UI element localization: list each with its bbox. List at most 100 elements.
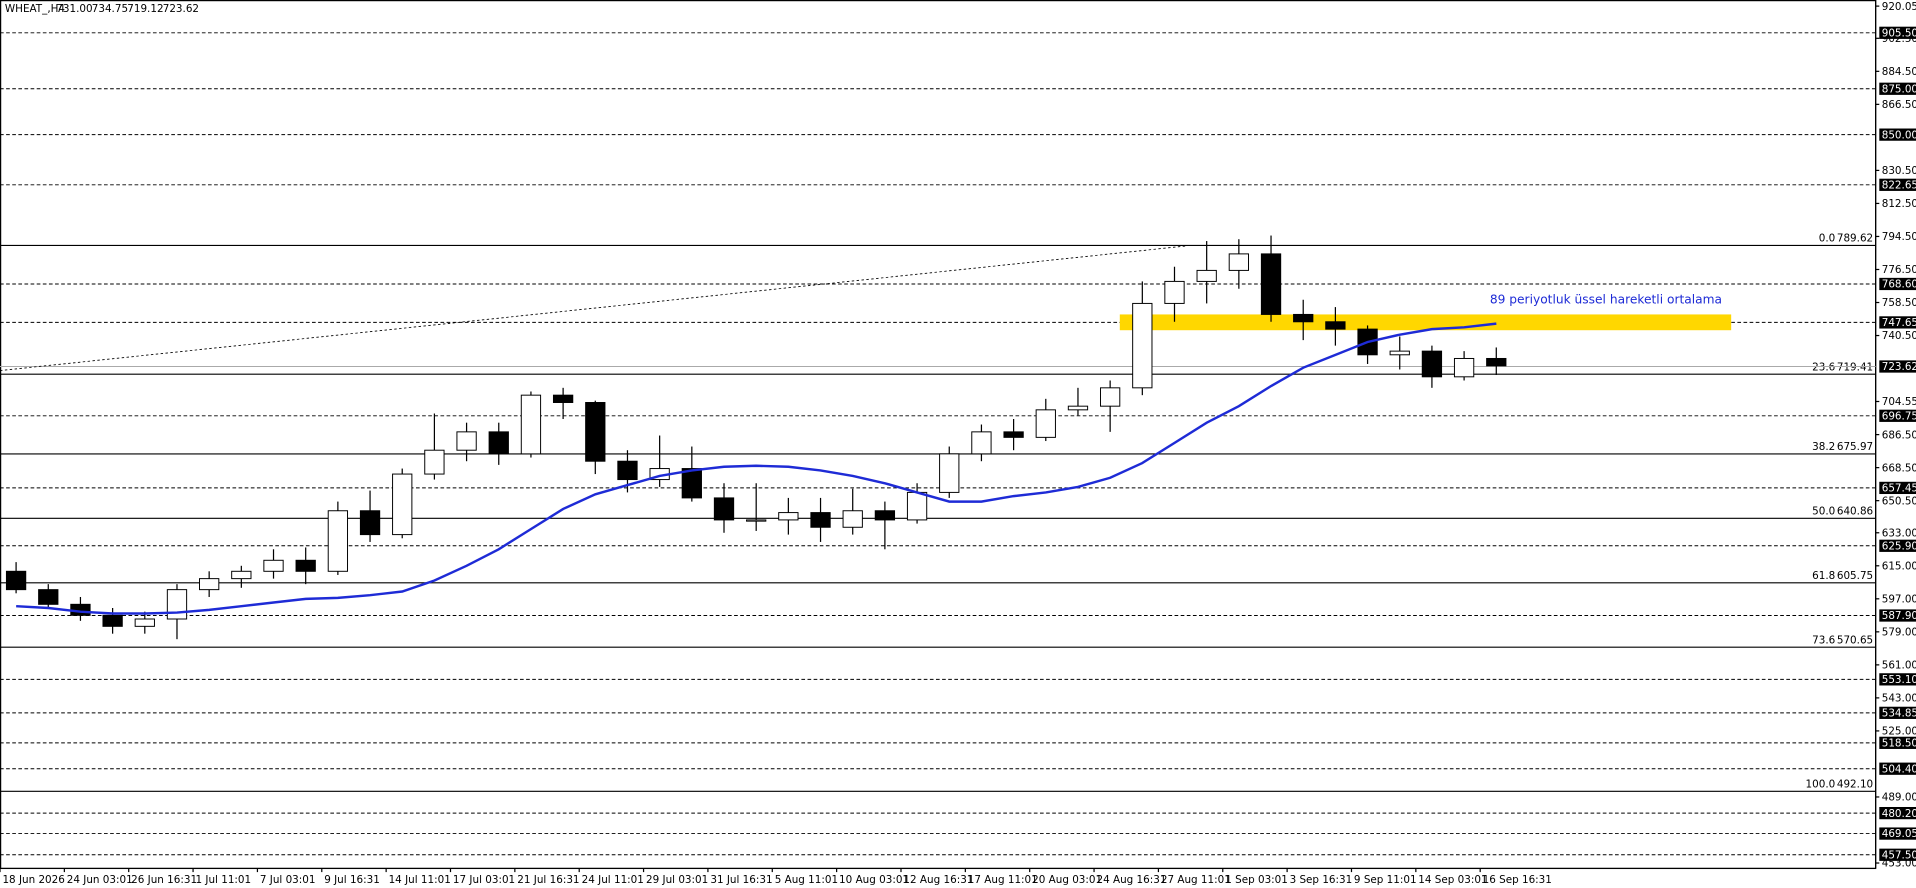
y-tick-label: 776.50 <box>1882 264 1916 276</box>
level-label: 457.50 <box>1882 849 1916 861</box>
level-tag <box>1879 178 1916 191</box>
level-label: 696.75 <box>1882 410 1916 422</box>
x-tick-label: 20 Aug 03:01 <box>1032 874 1102 886</box>
candle-body <box>166 589 188 620</box>
y-tick-label: 902.50 <box>1882 33 1916 45</box>
candle-body <box>939 453 960 493</box>
header-price: 719.12 <box>127 3 163 15</box>
level-label: 480.20 <box>1882 808 1916 820</box>
level-label: 553.10 <box>1882 674 1916 686</box>
candle-body <box>810 512 831 528</box>
level-tag <box>1879 806 1916 820</box>
candle-body <box>1035 409 1056 438</box>
candle-body <box>1196 269 1217 282</box>
fib-price: 605.75 <box>1837 570 1873 582</box>
candle-body <box>456 431 477 451</box>
x-tick-label: 24 Aug 16:31 <box>1097 874 1167 886</box>
level-label: 657.45 <box>1882 483 1916 495</box>
x-tick-label: 24 Jun 03:01 <box>67 874 133 886</box>
y-tick-label: 794.50 <box>1882 231 1916 243</box>
x-tick-label: 3 Sep 16:31 <box>1290 874 1353 886</box>
x-tick-label: 5 Aug 11:01 <box>775 874 838 886</box>
candle-body <box>392 473 413 536</box>
candle-body <box>295 559 316 572</box>
level-label: 905.50 <box>1882 27 1916 39</box>
level-tag <box>1879 609 1916 622</box>
x-tick-label: 1 Sep 03:01 <box>1225 874 1288 886</box>
x-tick-label: 10 Aug 03:01 <box>839 874 909 886</box>
candle-body <box>263 559 284 572</box>
level-label: 504.40 <box>1882 763 1916 775</box>
fib-price: 675.97 <box>1837 441 1873 453</box>
candle-body <box>746 519 767 522</box>
level-label: 587.90 <box>1882 610 1916 622</box>
level-tag <box>1879 277 1916 291</box>
level-tag <box>1879 706 1916 719</box>
ema-line <box>16 322 1497 615</box>
level-tag <box>1879 736 1916 749</box>
x-tick-label: 9 Sep 11:01 <box>1354 874 1417 886</box>
x-tick-label: 14 Sep 03:01 <box>1418 874 1487 886</box>
fib-level: 23.6 <box>1812 362 1835 374</box>
candle-body <box>906 491 928 521</box>
fib-price: 640.86 <box>1837 506 1873 518</box>
y-tick-label: 884.50 <box>1882 66 1916 78</box>
current-price-tag <box>1879 360 1916 373</box>
candle-body <box>5 570 27 591</box>
level-tag <box>1879 128 1916 141</box>
candle-body <box>1228 253 1249 271</box>
candle-body <box>681 468 702 499</box>
fib-level: 50.0 <box>1812 506 1835 518</box>
level-label: 875.00 <box>1882 83 1916 95</box>
level-tag <box>1879 481 1916 495</box>
x-tick-label: 21 Jul 16:31 <box>517 874 579 886</box>
y-tick-label: 489.00 <box>1882 792 1916 804</box>
candle-body <box>1099 387 1121 407</box>
fib-price: 492.10 <box>1837 779 1873 791</box>
y-tick-label: 561.00 <box>1882 660 1916 672</box>
fib-price: 719.41 <box>1837 362 1873 374</box>
candle-body <box>102 614 123 627</box>
x-tick-label: 31 Jul 16:31 <box>710 874 772 886</box>
fib-level: 0.0 <box>1819 233 1836 245</box>
y-tick-label: 579.00 <box>1882 627 1916 639</box>
x-tick-label: 24 Jul 11:01 <box>582 874 644 886</box>
candle-body <box>1132 302 1153 389</box>
fib-level: 73.6 <box>1812 634 1835 646</box>
x-tick-label: 26 Jun 16:31 <box>131 874 197 886</box>
y-tick-label: 453.00 <box>1882 858 1916 870</box>
candle-body <box>1260 253 1282 315</box>
header-price: 734.75 <box>92 3 128 15</box>
candle-body <box>1486 357 1507 367</box>
y-tick-label: 597.00 <box>1882 593 1916 605</box>
candle-body <box>617 460 638 481</box>
candle-body <box>231 570 252 580</box>
y-tick-label: 812.50 <box>1882 198 1916 210</box>
candle-body <box>971 431 992 455</box>
candle-body <box>1164 280 1185 304</box>
candle-body <box>520 394 542 455</box>
x-tick-label: 12 Aug 16:31 <box>903 874 973 886</box>
y-tick-label: 830.50 <box>1882 165 1916 177</box>
fib-level: 61.8 <box>1812 570 1835 582</box>
candle-body <box>424 449 445 475</box>
x-tick-label: 7 Jul 03:01 <box>260 874 316 886</box>
level-tag <box>1879 848 1916 861</box>
x-tick-label: 18 Jun 2026 <box>2 874 64 886</box>
x-tick-label: 17 Aug 11:01 <box>968 874 1038 886</box>
y-tick-label: 668.50 <box>1882 462 1916 474</box>
candle-body <box>134 618 155 627</box>
candle-body <box>1067 405 1089 411</box>
x-tick-label: 27 Aug 11:01 <box>1161 874 1231 886</box>
y-tick-label: 650.50 <box>1882 495 1916 507</box>
fib-price: 570.65 <box>1837 634 1873 646</box>
candle-body <box>713 497 735 521</box>
level-tag <box>1879 673 1916 686</box>
y-tick-label: 525.00 <box>1882 726 1916 738</box>
x-tick-label: 14 Jul 11:01 <box>389 874 451 886</box>
candle-body <box>585 402 606 462</box>
x-tick-label: 29 Jul 03:01 <box>646 874 708 886</box>
fib-level: 100.0 <box>1806 779 1836 791</box>
level-label: 518.50 <box>1882 738 1916 750</box>
